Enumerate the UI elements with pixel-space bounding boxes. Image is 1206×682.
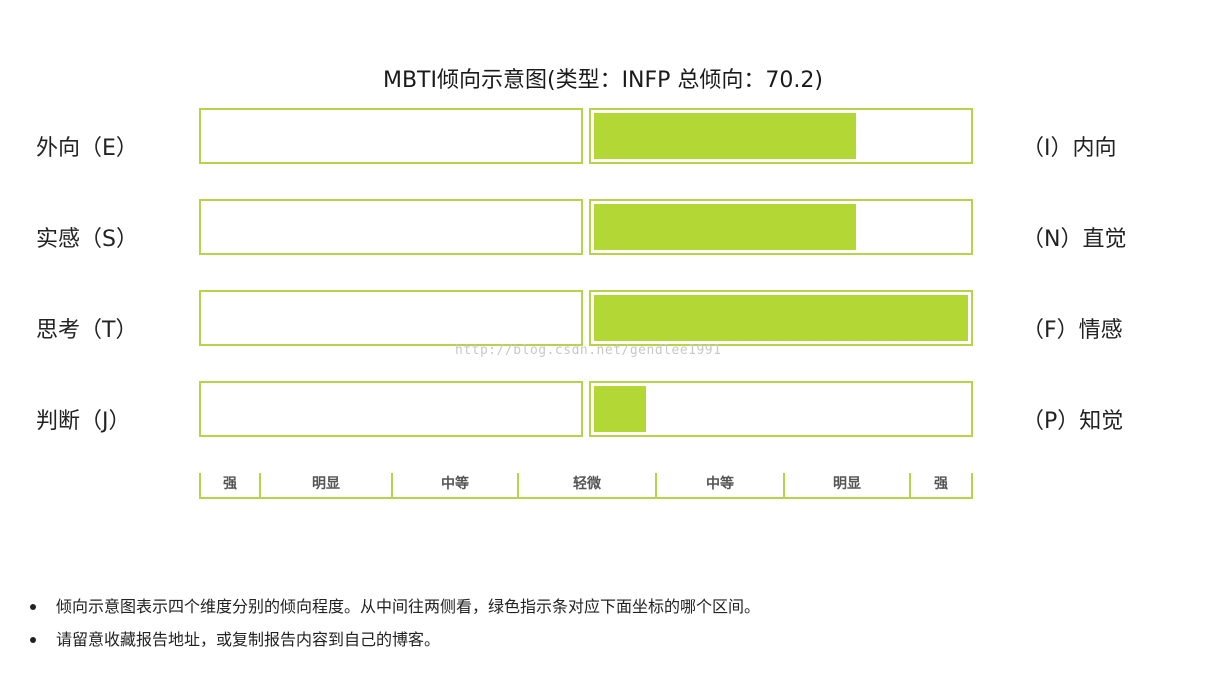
bar-box-right — [589, 290, 973, 346]
note-text: 倾向示意图表示四个维度分别的倾向程度。从中间往两侧看，绿色指示条对应下面坐标的哪… — [56, 597, 761, 616]
dimension-row-jp: 判断（J） （P）知觉 — [0, 381, 1206, 437]
note-text: 请留意收藏报告地址，或复制报告内容到自己的博客。 — [56, 630, 441, 649]
dimension-right-label: （I）内向 — [1022, 136, 1117, 161]
bar-box-left — [199, 290, 583, 346]
scale-label: 中等 — [706, 476, 734, 492]
scale-tick — [783, 473, 785, 499]
strength-scale: 强 明显 中等 轻微 中等 明显 强 — [199, 471, 973, 499]
chart-title: MBTI倾向示意图(类型：INFP 总倾向：70.2) — [382, 68, 823, 93]
scale-tick — [655, 473, 657, 499]
scale-tick — [259, 473, 261, 499]
note-item: 请留意收藏报告地址，或复制报告内容到自己的博客。 — [30, 629, 760, 651]
scale-tick — [909, 473, 911, 499]
scale-label: 强 — [223, 476, 237, 492]
bullet-dot — [30, 604, 36, 610]
bar-box-right — [589, 381, 973, 437]
dimension-right-label: （P）知觉 — [1022, 409, 1124, 434]
bar-box-right — [589, 199, 973, 255]
bar-box-left — [199, 381, 583, 437]
bar-box-left — [199, 199, 583, 255]
bar-box-left — [199, 108, 583, 164]
scale-tick — [199, 473, 201, 499]
scale-label: 明显 — [312, 476, 340, 492]
scale-label: 中等 — [441, 476, 469, 492]
bar-box-right — [589, 108, 973, 164]
dimension-left-label: 外向（E） — [36, 136, 138, 161]
dimension-right-label: （F）情感 — [1022, 318, 1123, 343]
scale-label: 明显 — [833, 476, 861, 492]
bullet-dot — [30, 637, 36, 643]
scale-tick — [391, 473, 393, 499]
bar-fill — [594, 204, 856, 250]
notes-list: 倾向示意图表示四个维度分别的倾向程度。从中间往两侧看，绿色指示条对应下面坐标的哪… — [30, 596, 760, 662]
dimension-left-label: 思考（T） — [36, 318, 138, 343]
note-item: 倾向示意图表示四个维度分别的倾向程度。从中间往两侧看，绿色指示条对应下面坐标的哪… — [30, 596, 760, 618]
bar-fill — [594, 386, 646, 432]
scale-tick — [971, 473, 973, 499]
dimension-row-ei: 外向（E） （I）内向 — [0, 108, 1206, 164]
dimension-row-tf: 思考（T） （F）情感 — [0, 290, 1206, 346]
bar-fill — [594, 113, 856, 159]
scale-label: 轻微 — [573, 476, 601, 492]
watermark-text: http://blog.csdn.net/gendlee1991 — [455, 343, 722, 358]
scale-tick — [517, 473, 519, 499]
scale-label: 强 — [934, 476, 948, 492]
dimension-left-label: 实感（S） — [36, 227, 138, 252]
bar-fill — [594, 295, 968, 341]
dimension-row-sn: 实感（S） （N）直觉 — [0, 199, 1206, 255]
dimension-left-label: 判断（J） — [36, 409, 131, 434]
scale-baseline — [199, 497, 973, 499]
dimension-right-label: （N）直觉 — [1022, 227, 1127, 252]
